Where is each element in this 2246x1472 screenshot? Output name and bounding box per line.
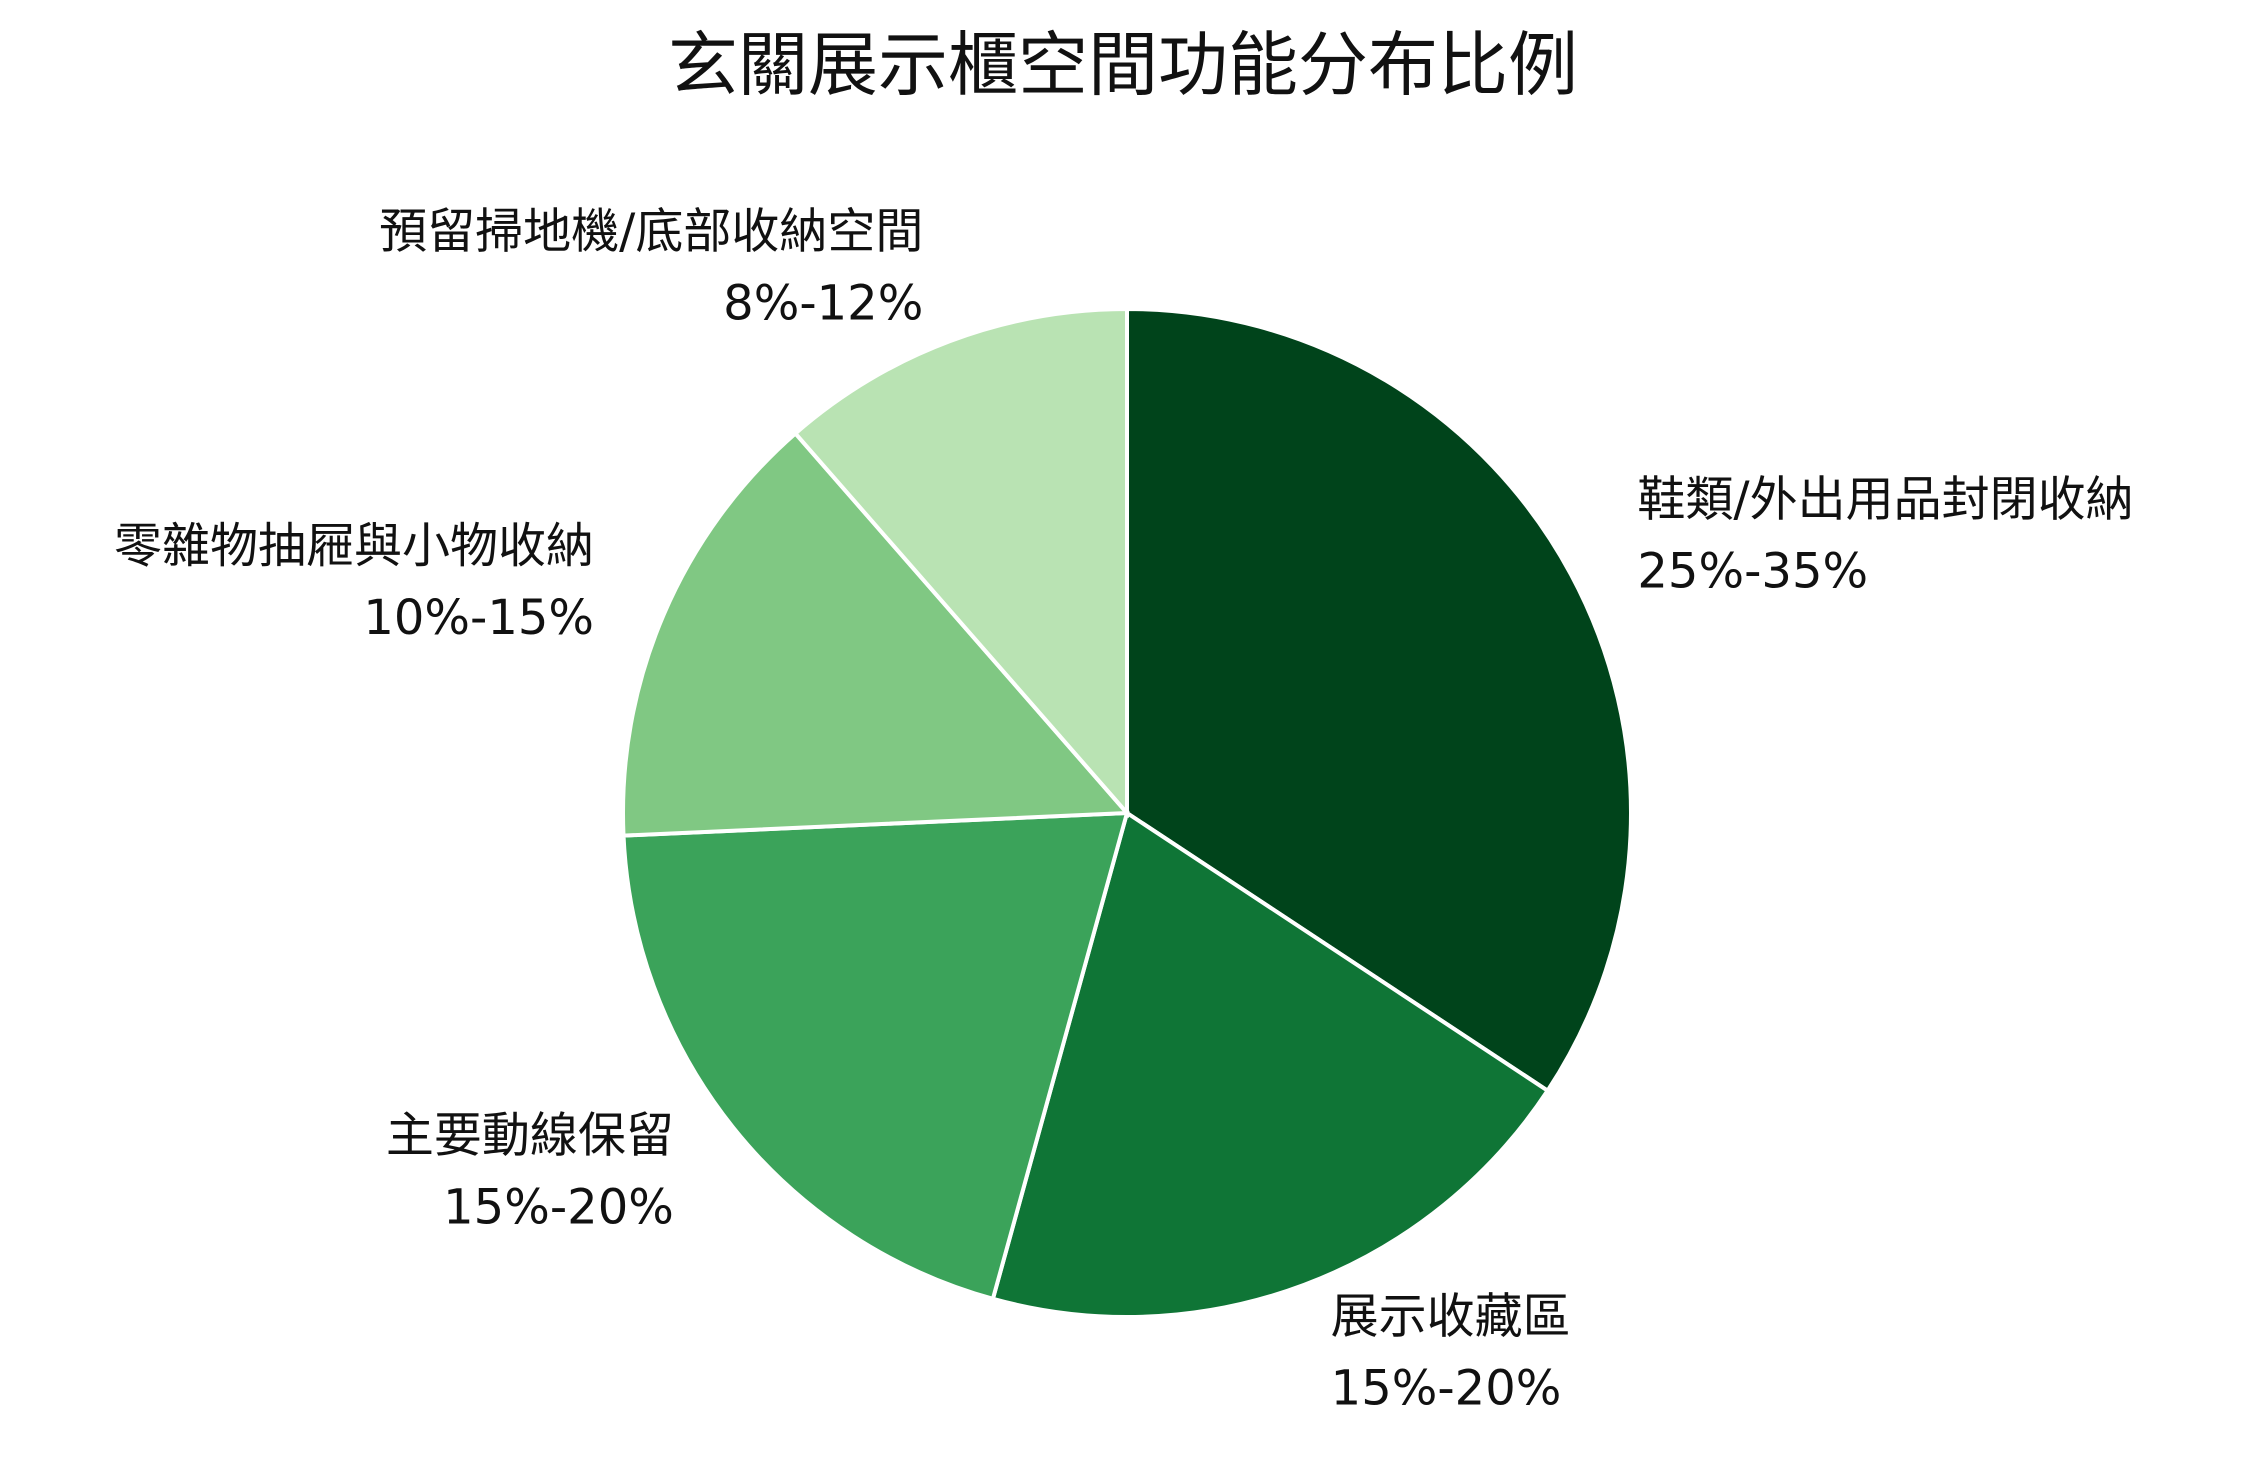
slice-label: 主要動線保留 — [386, 1107, 674, 1163]
slice-range: 15%-20% — [443, 1179, 674, 1235]
pie-slice — [621, 430, 1132, 838]
slice-label: 預留掃地機/底部收納空間 — [379, 203, 923, 259]
slice-label: 零雜物抽屜與小物收納 — [114, 518, 594, 574]
slice-label: 展示收藏區 — [1331, 1289, 1571, 1345]
slice-range: 25%-35% — [1637, 543, 1868, 599]
pie-slice — [621, 810, 1130, 1302]
pie-slice — [990, 809, 1551, 1319]
slice-range: 8%-12% — [723, 275, 923, 331]
slice-range: 15%-20% — [1331, 1361, 1562, 1417]
pie-slice — [792, 306, 1129, 819]
slice-range: 10%-15% — [363, 590, 594, 646]
slice-label: 鞋類/外出用品封閉收納 — [1637, 471, 2133, 527]
chart-title: 玄關展示櫃空間功能分布比例 — [668, 24, 1578, 106]
